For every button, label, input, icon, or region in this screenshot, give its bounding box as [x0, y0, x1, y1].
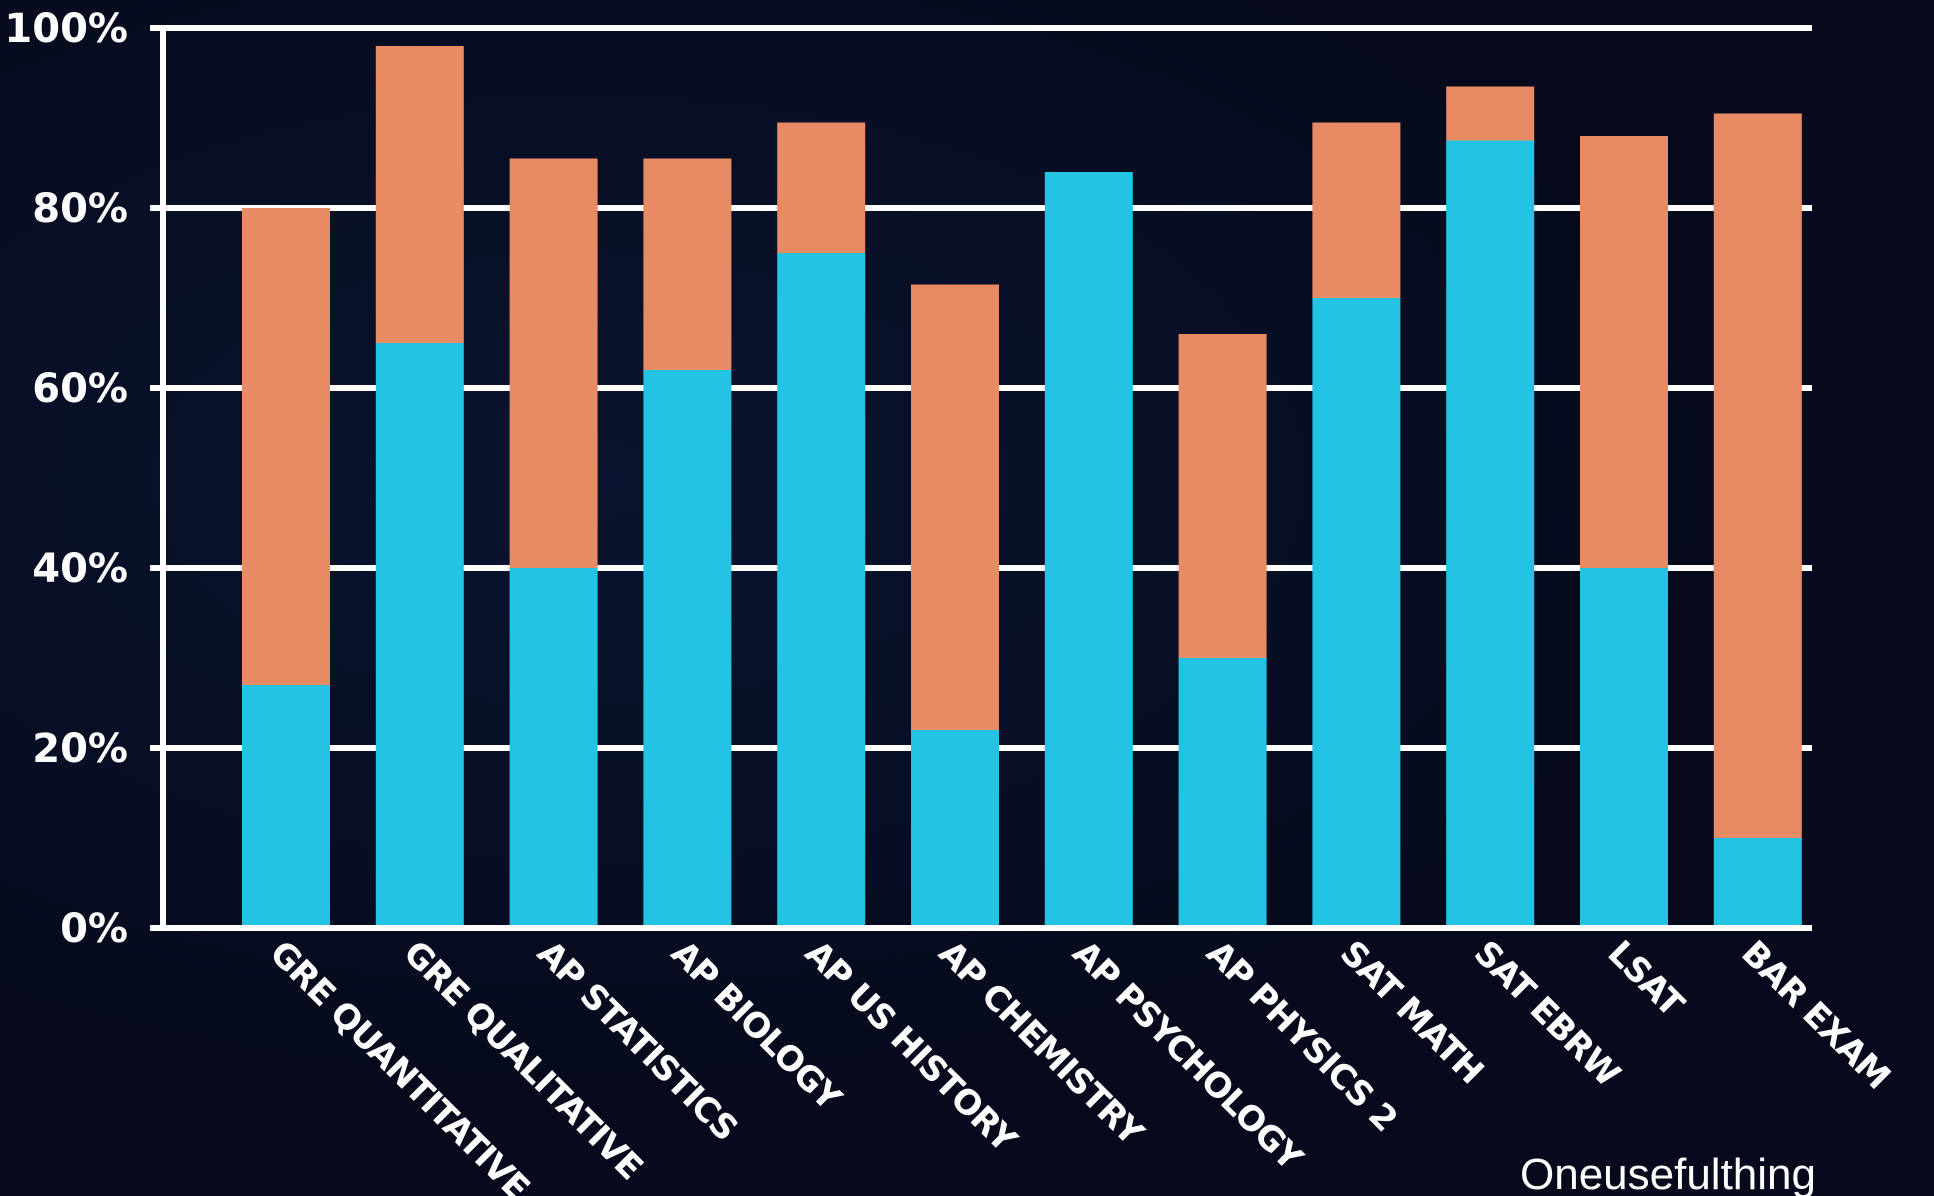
- bar-segment: [242, 685, 330, 928]
- bar-segment: [242, 208, 330, 685]
- y-tick-label: 60%: [32, 366, 128, 412]
- x-category-label: BAR EXAM: [1733, 933, 1897, 1097]
- y-tick-label: 80%: [32, 186, 128, 232]
- axes: [150, 25, 1812, 931]
- y-tick-label: 0%: [60, 906, 128, 952]
- bar-segment: [1178, 334, 1267, 658]
- bar-segment: [1713, 113, 1802, 838]
- bar-segment: [1580, 568, 1668, 928]
- y-tick-label: 20%: [32, 726, 128, 772]
- bar-segment: [1446, 140, 1535, 928]
- bar-segment: [375, 46, 464, 343]
- bar-segment: [643, 370, 732, 928]
- bar-segment: [777, 253, 866, 928]
- bar-segment: [911, 284, 999, 730]
- bar-segment: [911, 730, 999, 928]
- bar-segment: [643, 158, 732, 370]
- y-tick-label: 40%: [32, 546, 128, 592]
- y-tick-labels: 0% 20% 40% 60% 80% 100%: [4, 6, 128, 952]
- x-category-label: AP PSYCHOLOGY: [1064, 933, 1310, 1179]
- bar-segment: [1178, 658, 1267, 928]
- bar-segment: [1044, 172, 1133, 928]
- bars: [242, 46, 1802, 928]
- watermark-text: Oneusefulthing: [1520, 1150, 1816, 1196]
- bar-segment: [1312, 298, 1401, 928]
- bar-segment: [1312, 122, 1401, 298]
- x-category-label: LSAT: [1600, 933, 1693, 1026]
- bar-segment: [1580, 136, 1668, 568]
- bar-segment: [509, 568, 598, 928]
- y-tick-label: 100%: [4, 6, 128, 52]
- bar-segment: [1713, 838, 1802, 928]
- bar-segment: [509, 158, 598, 568]
- x-category-label: GRE QUALITATIVE: [395, 933, 649, 1187]
- bar-segment: [777, 122, 866, 253]
- x-category-label: GRE QUANTITATIVE: [262, 933, 537, 1196]
- bar-segment: [1446, 86, 1535, 141]
- bar-segment: [375, 343, 464, 928]
